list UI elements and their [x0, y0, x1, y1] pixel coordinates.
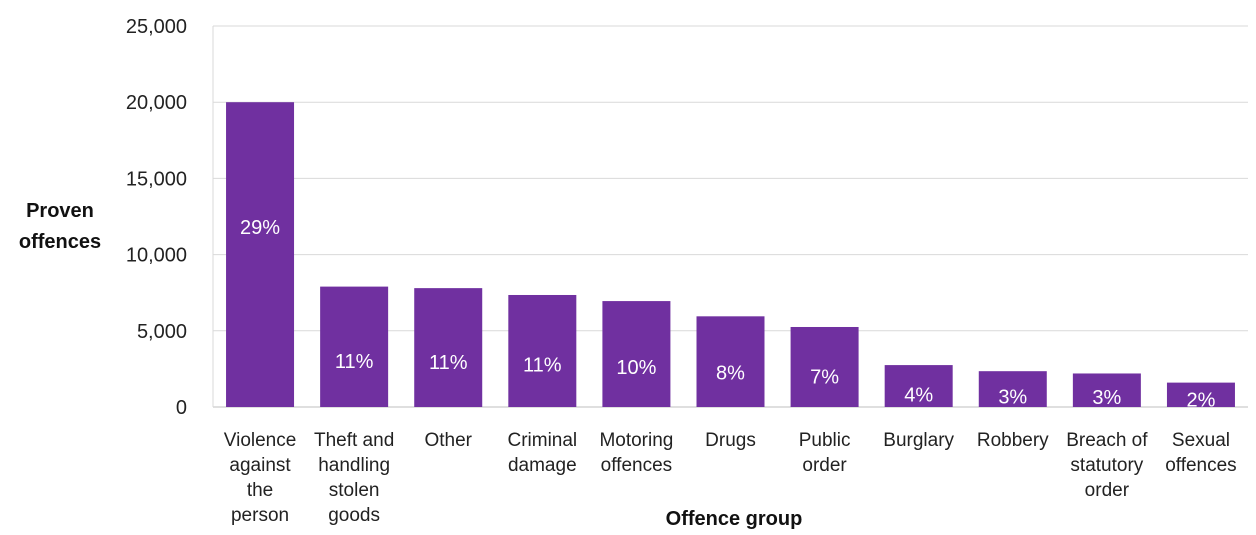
- data-label: 3%: [998, 386, 1027, 408]
- x-category-label: Theft and handling stolen goods: [314, 430, 394, 526]
- data-label: 10%: [616, 357, 656, 379]
- data-label: 7%: [810, 367, 839, 389]
- x-category-label: Violence against the person: [224, 430, 297, 526]
- x-category-label: Other: [424, 430, 472, 451]
- x-category-label: Breach of statutory order: [1066, 430, 1148, 501]
- data-label: 4%: [904, 384, 933, 406]
- bar: [414, 288, 483, 407]
- x-category-label: Robbery: [977, 430, 1049, 451]
- y-tick-label: 20,000: [126, 92, 187, 114]
- data-labels: 29% 11% 11% 11% 10% 8% 7% 4% 3% 3% 2%: [240, 217, 1216, 412]
- data-label: 11%: [429, 352, 468, 374]
- y-axis-tick-labels: 0 5,000 10,000 15,000 20,000 25,000: [126, 16, 187, 419]
- bars: [226, 102, 1235, 407]
- data-label: 2%: [1187, 390, 1216, 412]
- bar: [508, 294, 577, 407]
- y-tick-label: 15,000: [126, 168, 187, 190]
- x-category-label: Burglary: [883, 430, 954, 451]
- y-tick-label: 10,000: [126, 245, 187, 267]
- bar: [226, 102, 295, 407]
- bar: [696, 316, 765, 407]
- y-tick-label: 0: [176, 397, 187, 419]
- y-tick-label: 5,000: [137, 321, 187, 343]
- bar: [884, 365, 953, 407]
- x-category-label: Motoring offences: [599, 430, 673, 476]
- data-label: 11%: [523, 354, 562, 376]
- data-label: 3%: [1092, 387, 1121, 409]
- bar: [790, 326, 859, 407]
- data-label: 29%: [240, 217, 280, 239]
- bar: [978, 371, 1047, 407]
- x-category-label: Criminal damage: [507, 430, 577, 476]
- bar: [602, 301, 671, 407]
- x-category-label: Public order: [799, 430, 851, 476]
- x-axis-title: Offence group: [666, 508, 803, 530]
- x-category-label: Drugs: [705, 430, 756, 451]
- data-label: 11%: [335, 351, 374, 373]
- bar: [1072, 373, 1141, 407]
- x-category-label: Sexual offences: [1165, 430, 1236, 476]
- y-tick-label: 25,000: [126, 16, 187, 38]
- bar: [320, 286, 389, 407]
- y-axis-title: Proven offences: [19, 200, 101, 253]
- data-label: 8%: [716, 363, 745, 385]
- bar: [1166, 382, 1235, 407]
